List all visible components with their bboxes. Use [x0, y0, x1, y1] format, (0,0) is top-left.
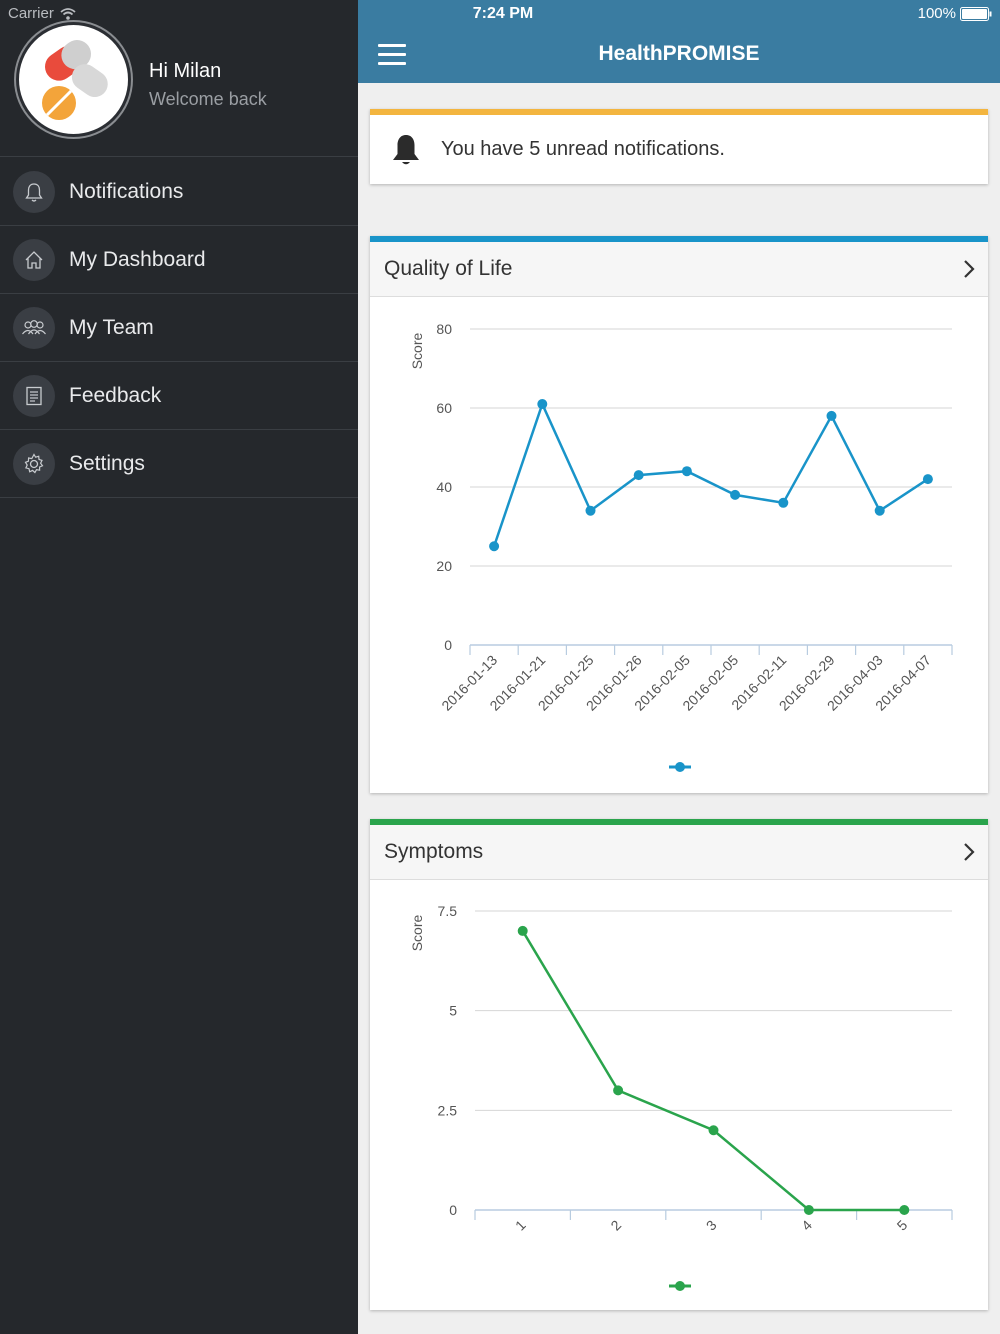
sidebar-item-notifications[interactable]: Notifications [0, 158, 358, 226]
chart-title: Quality of Life [384, 257, 513, 280]
main-content: 7:24 PM 100% HealthPROMISE You have 5 un… [358, 0, 1000, 1334]
y-tick-label: 2.5 [438, 1102, 458, 1118]
user-greeting: Hi Milan [149, 60, 222, 82]
chart-title: Symptoms [384, 840, 484, 863]
data-point [681, 466, 692, 477]
series-line [492, 400, 929, 547]
menu-toggle-button[interactable] [378, 44, 406, 66]
sidebar-item-feedback[interactable]: Feedback [0, 362, 358, 430]
data-point [517, 925, 528, 936]
data-point [708, 1125, 719, 1136]
data-point [874, 505, 885, 516]
y-tick-label: 60 [436, 400, 452, 416]
team-icon [13, 306, 55, 349]
legend-marker [675, 1281, 685, 1291]
y-tick-label: 7.5 [438, 903, 458, 919]
battery-percent: 100% [917, 5, 956, 22]
document-icon [13, 374, 55, 417]
data-point [585, 505, 596, 516]
bell-icon [13, 170, 55, 213]
sidebar-item-label: Settings [69, 451, 145, 475]
notification-banner[interactable]: You have 5 unread notifications. [370, 109, 988, 184]
sidebar-item-label: My Team [69, 315, 154, 339]
data-point [633, 470, 644, 481]
status-time: 7:24 PM [472, 5, 534, 22]
pills-logo-icon [42, 40, 108, 120]
avatar[interactable] [16, 22, 131, 137]
carrier-label: Carrier [8, 5, 54, 22]
x-tick-label: 2 [607, 1217, 624, 1234]
y-tick-label: 20 [436, 558, 452, 574]
sidebar-item-label: Notifications [69, 179, 184, 203]
y-tick-label: 5 [449, 1003, 457, 1019]
home-icon [13, 238, 55, 281]
sidebar-item-label: Feedback [69, 383, 162, 407]
wifi-icon [60, 7, 76, 20]
welcome-subtitle: Welcome back [149, 89, 267, 109]
bell-icon [393, 134, 419, 164]
notification-message: You have 5 unread notifications. [441, 138, 725, 160]
data-point [778, 497, 789, 508]
x-tick-label: 1 [512, 1217, 529, 1234]
y-axis-title: Score [409, 333, 425, 370]
data-point [489, 541, 500, 552]
sidebar-item-label: My Dashboard [69, 247, 206, 271]
status-bar-left: Carrier [8, 5, 76, 22]
data-point [730, 489, 741, 500]
chevron-right-icon [964, 843, 975, 861]
app-title: HealthPROMISE [598, 42, 760, 65]
data-point [922, 474, 933, 485]
data-point [826, 410, 837, 421]
chevron-right-icon [964, 260, 975, 278]
data-point [613, 1085, 624, 1096]
gear-icon [13, 442, 55, 485]
data-point [899, 1205, 910, 1215]
y-axis-title: Score [409, 915, 425, 952]
sidebar-item-my-team[interactable]: My Team [0, 294, 358, 362]
y-tick-label: 40 [436, 479, 452, 495]
battery-icon [960, 6, 992, 21]
sidebar-item-settings[interactable]: Settings [0, 430, 358, 498]
quality-of-life-header[interactable]: Quality of Life [370, 242, 988, 297]
profile-header: Carrier Hi Milan Welcome back [0, 0, 358, 157]
sidebar-item-my-dashboard[interactable]: My Dashboard [0, 226, 358, 294]
x-tick-label: 4 [798, 1217, 815, 1234]
symptoms-header[interactable]: Symptoms [370, 825, 988, 880]
symptoms-chart: 0 2.5 5 7.5 1 2 3 4 5 Score [409, 903, 953, 1291]
quality-of-life-chart: 0204060802016-01-132016-01-212016-01-252… [409, 321, 953, 772]
y-tick-label: 80 [436, 321, 452, 337]
quality-of-life-card: Quality of Life 0 20 40 60 80 2016-01-13 2016-… [370, 236, 988, 793]
y-tick-label: 0 [444, 637, 452, 653]
status-battery: 100% [918, 5, 992, 22]
series-line [521, 930, 905, 1212]
y-tick-label: 0 [449, 1202, 457, 1218]
side-menu: Carrier Hi Milan Welcome back [0, 0, 358, 1334]
x-tick-label: 5 [894, 1217, 911, 1234]
data-point [537, 399, 548, 410]
x-tick-label: 3 [703, 1217, 720, 1234]
data-point [803, 1205, 814, 1215]
symptoms-card: Symptoms 0 2.5 5 7.5 1 2 3 4 5 Score [370, 819, 988, 1310]
legend-marker [675, 762, 685, 772]
app-header: 7:24 PM 100% HealthPROMISE [358, 0, 1000, 83]
